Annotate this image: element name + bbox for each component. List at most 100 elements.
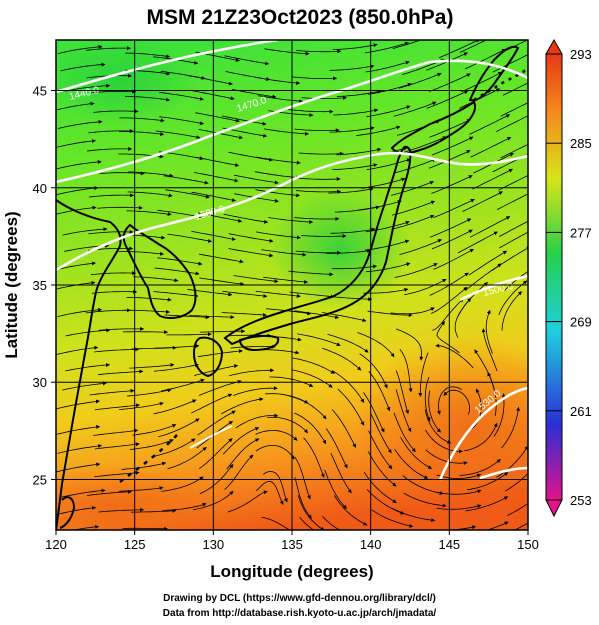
streamline — [395, 370, 410, 415]
streamline — [124, 309, 170, 314]
streamline — [298, 151, 344, 156]
map-title: MSM 21Z23Oct2023 (850.0hPa) — [147, 6, 454, 29]
streamline — [88, 128, 134, 134]
streamline — [404, 136, 447, 153]
streamline — [486, 521, 509, 530]
streamline — [122, 526, 168, 530]
streamline — [366, 489, 405, 515]
colorbar-tick-label: 253 — [570, 493, 592, 508]
coastline-hokkaido — [390, 100, 476, 155]
x-tick-label: 145 — [438, 537, 460, 552]
streamline — [392, 200, 436, 216]
coastline-kyushu — [192, 336, 224, 378]
y-tick-label: 45 — [33, 84, 47, 99]
streamline — [326, 295, 373, 302]
streamline — [161, 476, 204, 492]
streamline — [505, 472, 528, 492]
streamline — [297, 494, 325, 530]
streamline — [330, 453, 352, 494]
streamline — [153, 291, 199, 298]
streamline — [56, 399, 100, 410]
contour-1440 — [56, 40, 279, 94]
streamline — [57, 119, 103, 129]
streamline — [433, 248, 474, 270]
streamline — [264, 48, 310, 56]
streamline — [371, 509, 414, 528]
streamline — [294, 412, 327, 445]
streamline — [472, 168, 513, 190]
streamline — [197, 349, 243, 358]
streamline — [197, 410, 236, 436]
streamline — [94, 470, 140, 478]
streamline — [337, 388, 365, 426]
streamline — [233, 386, 278, 396]
credit-data: Data from http://database.rish.kyoto-u.a… — [162, 608, 437, 619]
streamline — [485, 309, 493, 354]
streamline — [424, 377, 431, 422]
colorbar-tick-label: 293 — [570, 47, 592, 62]
streamline — [199, 277, 245, 286]
streamline — [292, 357, 335, 374]
streamline — [60, 488, 106, 498]
streamline — [468, 250, 508, 276]
streamline — [255, 231, 301, 240]
streamline — [291, 369, 333, 388]
streamline — [56, 462, 101, 473]
streamline — [368, 430, 393, 470]
streamline — [65, 83, 111, 92]
streamline — [366, 105, 411, 118]
streamline — [94, 442, 140, 450]
streamline — [332, 163, 378, 170]
streamline — [496, 193, 528, 210]
streamline — [294, 456, 311, 500]
streamline — [131, 508, 177, 513]
streamline — [118, 131, 165, 136]
streamline — [334, 495, 368, 526]
streamline — [294, 128, 340, 133]
streamline — [459, 459, 501, 476]
streamline — [493, 393, 506, 437]
x-axis-title: Longitude (degrees) — [210, 562, 373, 581]
streamline — [481, 328, 498, 372]
streamline — [436, 504, 482, 510]
streamline — [288, 109, 334, 114]
streamline — [429, 73, 471, 92]
streamline — [56, 345, 99, 356]
warm-region-south — [56, 465, 220, 530]
credit-drawing: Drawing by DCL (https://www.gfd-dennou.o… — [163, 593, 436, 604]
streamline — [329, 126, 375, 133]
coastline-sakhalin — [468, 45, 520, 102]
colorbar-max-arrow — [545, 38, 563, 55]
coastline-china — [56, 199, 122, 530]
streamline — [530, 348, 532, 393]
streamline — [500, 102, 528, 117]
coastline-taiwan — [59, 496, 76, 529]
streamline — [499, 231, 528, 249]
x-tick-label: 130 — [202, 537, 224, 552]
coastline-kuril — [473, 68, 527, 102]
streamline — [235, 413, 279, 429]
coastline-korea — [122, 223, 197, 319]
streamline — [399, 348, 413, 393]
streamline — [322, 347, 362, 371]
streamline — [154, 344, 200, 349]
streamline — [121, 461, 167, 470]
streamline — [224, 454, 254, 490]
streamline — [325, 248, 371, 254]
streamline — [122, 330, 169, 335]
streamline — [65, 363, 110, 372]
streamline — [230, 344, 276, 349]
streamline — [88, 193, 135, 198]
contour-1500-north — [56, 151, 528, 272]
streamline — [153, 399, 197, 415]
streamline — [398, 72, 442, 89]
coastline-honshu — [223, 145, 412, 346]
streamline — [154, 363, 199, 372]
y-tick-label: 35 — [33, 278, 47, 293]
streamline — [227, 490, 268, 513]
streamline — [507, 502, 528, 516]
streamline — [198, 129, 244, 140]
streamline — [356, 125, 401, 136]
streamline — [295, 189, 341, 194]
